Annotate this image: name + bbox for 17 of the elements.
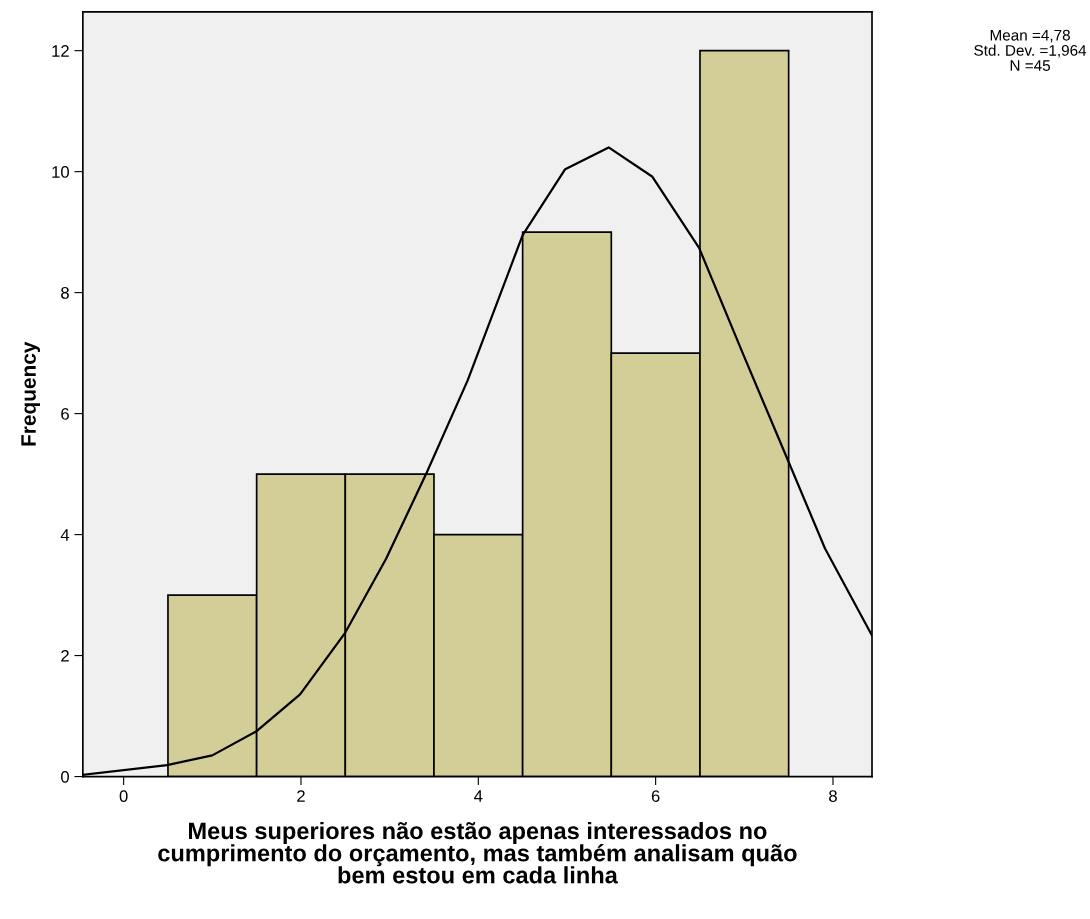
text: N =45 [1010, 60, 1051, 71]
y-axis-title: Frequency [21, 341, 40, 446]
x-axis-title: Meus superiores não estão apenas interessados no cumprimento do orçamento, mas também analisam quão bem estou em cada linha [158, 821, 797, 884]
x-tick-label: 0 [119, 790, 128, 802]
x-tick-label: 6 [651, 790, 660, 802]
y-tick-label: 8 [61, 287, 69, 299]
text: Mean =4,78 [990, 29, 1070, 43]
x-tick-label: 4 [474, 790, 483, 802]
y-tick-label: 2 [61, 649, 69, 662]
x-tick-label: 8 [829, 790, 837, 802]
y-tick-label: 4 [60, 529, 70, 541]
y-tick-label: 12 [52, 45, 69, 57]
y-tick-label: 0 [61, 770, 69, 783]
y-tick-label: 10 [52, 166, 69, 178]
y-tick-label: 6 [61, 408, 69, 420]
text: Std. Dev. =1,964 [974, 44, 1087, 58]
x-tick-label: 2 [297, 790, 305, 802]
